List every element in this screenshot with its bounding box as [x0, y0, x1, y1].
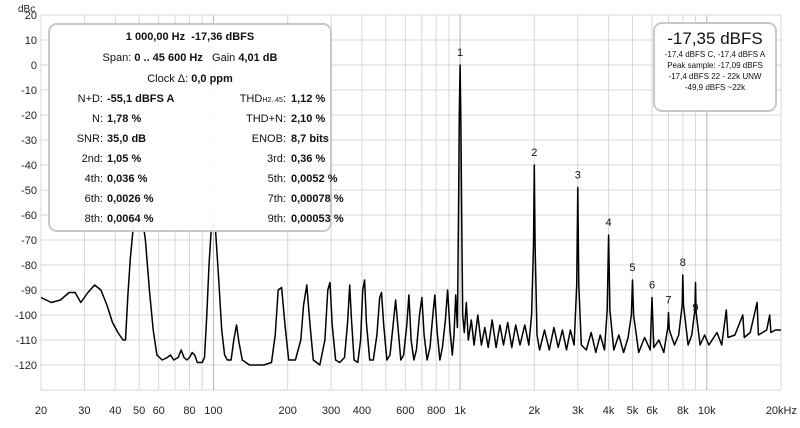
thd-n-value: 2,10 % [291, 113, 326, 125]
x-tick-label: 6k [646, 405, 658, 417]
y-tick-label: 10 [25, 35, 37, 47]
fundamental-frequency: 1 000,00 Hz [125, 31, 186, 43]
x-tick-label: 4k [603, 405, 615, 417]
harmonic-label-7: 7 [665, 295, 671, 307]
h6-label: 6th: [84, 193, 103, 205]
harmonic-label-1: 1 [457, 47, 463, 59]
fundamental-level: -17,36 dBFS [191, 31, 255, 43]
n-value: 1,78 % [107, 113, 142, 125]
spectrum-trace [40, 64, 781, 366]
thd-h-label: THDH2..45: [239, 93, 286, 105]
level-line-unweighted: -17,4 dBFS 22 - 22k UNW [668, 72, 762, 81]
harmonic-label-9: 9 [692, 302, 698, 314]
measurement-info-box: 1 000,00 Hz -17,36 dBFS Span: 0 .. 45 60… [48, 23, 344, 232]
harmonic-label-3: 3 [575, 170, 581, 182]
h3-value: 0,36 % [291, 153, 326, 165]
y-tick-label: -70 [21, 235, 37, 247]
y-tick-label: -50 [21, 185, 37, 197]
x-tick-label: 2k [529, 405, 541, 417]
clock-label: Clock Δ: [147, 73, 189, 85]
y-tick-label: -100 [15, 310, 37, 322]
level-readout-box: -17,35 dBFS -17,4 dBFS C, -17,4 dBFS A P… [653, 22, 777, 112]
enob-value: 8,7 bits [291, 133, 329, 145]
x-tick-label: 1k [454, 405, 466, 417]
x-tick-label: 400 [353, 405, 371, 417]
h5-value: 0,0052 % [291, 173, 338, 185]
span-label: Span: [102, 52, 132, 64]
enob-label: ENOB: [251, 133, 286, 145]
h5-label: 5th: [267, 173, 286, 185]
harmonic-label-2: 2 [531, 147, 537, 159]
x-tick-label: 30 [78, 405, 90, 417]
y-axis: 20 10 0 -10 -20 -30 -40 -50 -60 -70 -80 -90 -100 -110… [15, 10, 37, 372]
harmonic-label-4: 4 [606, 217, 612, 229]
thd-h-value: 1,12 % [291, 93, 326, 105]
x-tick-label: 10k [698, 405, 716, 417]
x-tick-label: 600 [396, 405, 414, 417]
x-axis: 20 30 40 50 60 80 100 200 300 400 600 800 1k 2k 3k 4k 5k… [35, 405, 797, 417]
harmonic-labels: 1 2 3 4 5 67 8 9 [457, 47, 699, 314]
x-tick-label: 80 [183, 405, 195, 417]
y-tick-label: -30 [21, 135, 37, 147]
snr-value: 35,0 dB [107, 133, 147, 145]
h2-value: 1,05 % [107, 153, 142, 165]
gain-value: 4,01 dB [238, 52, 278, 64]
y-tick-label: -90 [21, 285, 37, 297]
n-label: N: [92, 113, 103, 125]
h8-label: 8th: [84, 213, 103, 225]
thd-h-subscript: H2..45 [262, 97, 283, 104]
y-tick-label: -60 [21, 210, 37, 222]
h4-value: 0,036 % [107, 173, 148, 185]
h9-value: 0,00053 % [291, 213, 344, 225]
x-tick-label: 300 [322, 405, 340, 417]
x-tick-label: 3k [572, 405, 584, 417]
level-line-weighted: -17,4 dBFS C, -17,4 dBFS A [664, 50, 766, 59]
x-tick-label: 800 [427, 405, 445, 417]
y-axis-label: dBc [18, 4, 35, 15]
x-tick-label: 8k [677, 405, 689, 417]
h8-value: 0,0064 % [107, 213, 154, 225]
nd-label: N+D: [77, 93, 103, 105]
x-tick-label: 20kHz [766, 405, 797, 417]
level-line-peak: Peak sample: -17,09 dBFS [667, 61, 763, 70]
gain-label: Gain [212, 52, 236, 64]
thd-n-label: THD+N: [245, 113, 286, 125]
y-tick-label: -110 [16, 335, 37, 347]
h7-label: 7th: [267, 193, 286, 205]
x-tick-label: 20 [35, 405, 47, 417]
level-main: -17,35 dBFS [667, 29, 763, 48]
y-tick-label: -40 [21, 160, 37, 172]
y-tick-label: -120 [15, 360, 37, 372]
span-value: 0 .. 45 600 Hz [134, 52, 203, 64]
level-line-noise: -49,9 dBFS ~22k [684, 83, 746, 92]
x-tick-label: 40 [109, 405, 121, 417]
y-tick-label: 0 [31, 60, 37, 72]
x-tick-label: 50 [133, 405, 145, 417]
y-tick-label: -80 [21, 260, 37, 272]
harmonic-label-5: 5 [629, 262, 635, 274]
h9-label: 9th: [267, 213, 286, 225]
h6-value: 0,0026 % [107, 193, 154, 205]
x-tick-label: 60 [153, 405, 165, 417]
nd-value: -55,1 dBFS A [107, 93, 175, 105]
h7-value: 0,00078 % [291, 193, 344, 205]
x-tick-label: 200 [278, 405, 296, 417]
x-tick-label: 5k [627, 405, 639, 417]
y-tick-label: -10 [21, 85, 37, 97]
h3-label: 3rd: [267, 153, 286, 165]
h2-label: 2nd: [81, 153, 103, 165]
harmonic-label-6: 6 [649, 280, 655, 292]
y-tick-label: 20 [25, 10, 37, 22]
h4-label: 4th: [84, 173, 103, 185]
clock-value: 0,0 ppm [191, 73, 233, 85]
snr-label: SNR: [76, 133, 103, 145]
harmonic-label-8: 8 [680, 257, 686, 269]
y-tick-label: -20 [21, 110, 37, 122]
x-tick-label: 100 [204, 405, 222, 417]
